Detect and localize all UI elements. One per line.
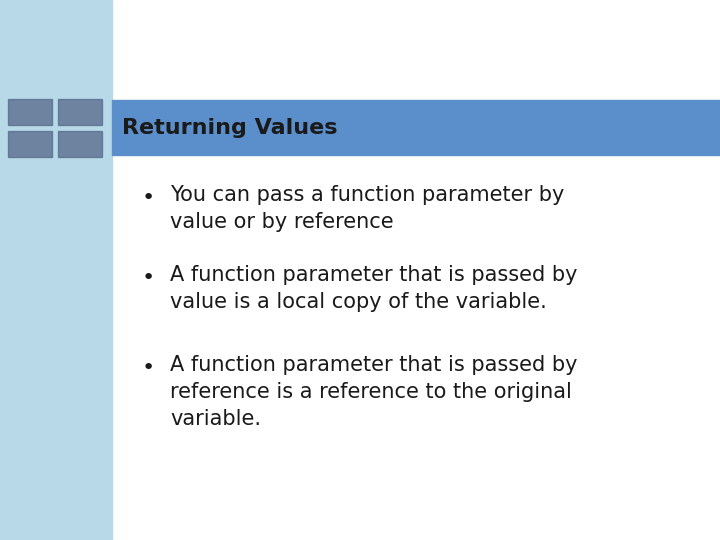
- Text: You can pass a function parameter by
value or by reference: You can pass a function parameter by val…: [170, 185, 564, 232]
- Bar: [58, 131, 102, 157]
- Bar: [112, 100, 720, 155]
- Bar: [58, 98, 102, 125]
- Text: •: •: [142, 268, 156, 288]
- Bar: [8, 98, 52, 125]
- Text: A function parameter that is passed by
reference is a reference to the original
: A function parameter that is passed by r…: [170, 355, 577, 429]
- Text: •: •: [142, 188, 156, 208]
- Text: A function parameter that is passed by
value is a local copy of the variable.: A function parameter that is passed by v…: [170, 265, 577, 312]
- Text: Returning Values: Returning Values: [122, 118, 338, 138]
- Text: •: •: [142, 358, 156, 378]
- Bar: [0, 0, 112, 540]
- Bar: [8, 131, 52, 157]
